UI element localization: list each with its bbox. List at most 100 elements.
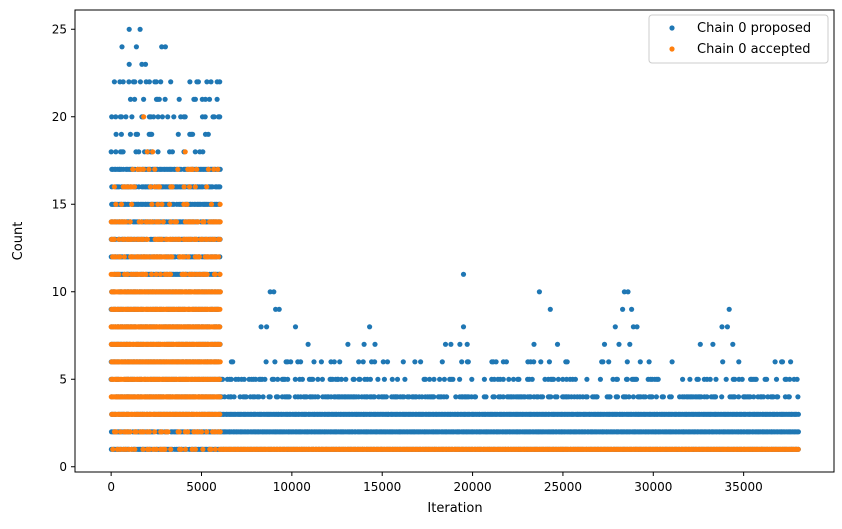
data-point xyxy=(190,131,196,137)
legend: Chain 0 proposed Chain 0 accepted xyxy=(648,14,829,64)
series-accepted xyxy=(108,114,801,452)
data-point xyxy=(584,376,590,382)
data-point xyxy=(113,149,119,155)
data-point xyxy=(288,359,294,365)
data-point xyxy=(192,184,198,190)
data-point xyxy=(642,394,648,400)
data-point xyxy=(211,166,217,172)
data-point xyxy=(337,359,343,365)
data-point xyxy=(185,254,191,260)
data-point xyxy=(155,114,161,120)
data-point xyxy=(120,79,126,85)
data-point xyxy=(653,394,660,400)
data-point xyxy=(217,306,223,312)
data-point xyxy=(146,166,152,172)
data-point xyxy=(594,394,600,400)
data-point xyxy=(483,394,489,400)
data-point xyxy=(117,254,123,260)
data-point xyxy=(500,376,506,382)
data-point xyxy=(629,306,635,312)
x-tick-label: 35000 xyxy=(725,480,763,494)
data-point xyxy=(230,359,236,365)
data-point xyxy=(464,341,470,347)
data-point xyxy=(380,359,386,365)
legend-box xyxy=(648,14,829,64)
data-point xyxy=(204,79,210,85)
y-tick-label: 10 xyxy=(52,285,67,299)
data-point xyxy=(357,376,363,382)
data-point xyxy=(126,26,132,32)
data-point xyxy=(779,359,785,365)
data-point xyxy=(710,341,716,347)
data-point xyxy=(168,219,174,225)
data-point xyxy=(687,376,693,382)
data-point xyxy=(141,114,147,120)
data-point xyxy=(402,376,408,382)
data-point xyxy=(707,376,713,382)
data-point xyxy=(273,306,279,312)
data-point xyxy=(189,166,196,172)
data-point xyxy=(372,359,378,365)
data-point xyxy=(695,376,701,382)
data-point xyxy=(697,341,703,347)
data-point xyxy=(119,44,125,50)
data-point xyxy=(448,341,454,347)
data-point xyxy=(195,219,201,225)
data-point xyxy=(146,79,152,85)
data-point xyxy=(175,166,181,172)
data-point xyxy=(168,446,174,452)
data-point xyxy=(217,429,223,435)
data-point xyxy=(169,254,175,260)
data-point xyxy=(361,341,367,347)
data-point xyxy=(600,359,606,365)
data-point xyxy=(127,96,134,102)
data-point xyxy=(538,359,544,365)
data-point xyxy=(228,376,234,382)
data-point xyxy=(626,394,632,400)
data-point xyxy=(264,324,270,330)
data-point xyxy=(110,446,116,452)
data-point xyxy=(144,236,150,242)
y-tick-label: 20 xyxy=(52,110,67,124)
data-point xyxy=(141,96,147,102)
data-point xyxy=(724,324,731,330)
data-point xyxy=(356,359,362,365)
data-point xyxy=(147,184,153,190)
data-point xyxy=(786,394,792,400)
data-point xyxy=(621,289,628,295)
data-point xyxy=(491,394,497,400)
data-point xyxy=(142,61,149,67)
data-point xyxy=(181,184,187,190)
data-point xyxy=(554,341,561,347)
data-point xyxy=(457,376,463,382)
data-point xyxy=(726,306,732,312)
data-point xyxy=(547,306,553,312)
data-point xyxy=(736,359,742,365)
data-point xyxy=(208,201,215,207)
data-point xyxy=(149,271,155,277)
data-point xyxy=(299,376,305,382)
data-point xyxy=(450,376,456,382)
data-point xyxy=(194,166,200,172)
data-point xyxy=(616,341,622,347)
data-point xyxy=(719,324,725,330)
data-point xyxy=(167,271,174,277)
data-point xyxy=(120,149,126,155)
data-point xyxy=(126,79,132,85)
data-point xyxy=(134,131,141,137)
data-point xyxy=(151,114,157,120)
data-point xyxy=(133,44,139,50)
data-point xyxy=(372,341,378,347)
data-point xyxy=(113,114,119,120)
data-point xyxy=(202,114,208,120)
data-point xyxy=(460,324,467,330)
data-point xyxy=(185,429,191,435)
data-point xyxy=(165,429,171,435)
data-point xyxy=(217,376,223,382)
data-point xyxy=(152,166,158,172)
data-point xyxy=(217,184,223,190)
data-point xyxy=(292,376,298,382)
data-point xyxy=(158,79,164,85)
